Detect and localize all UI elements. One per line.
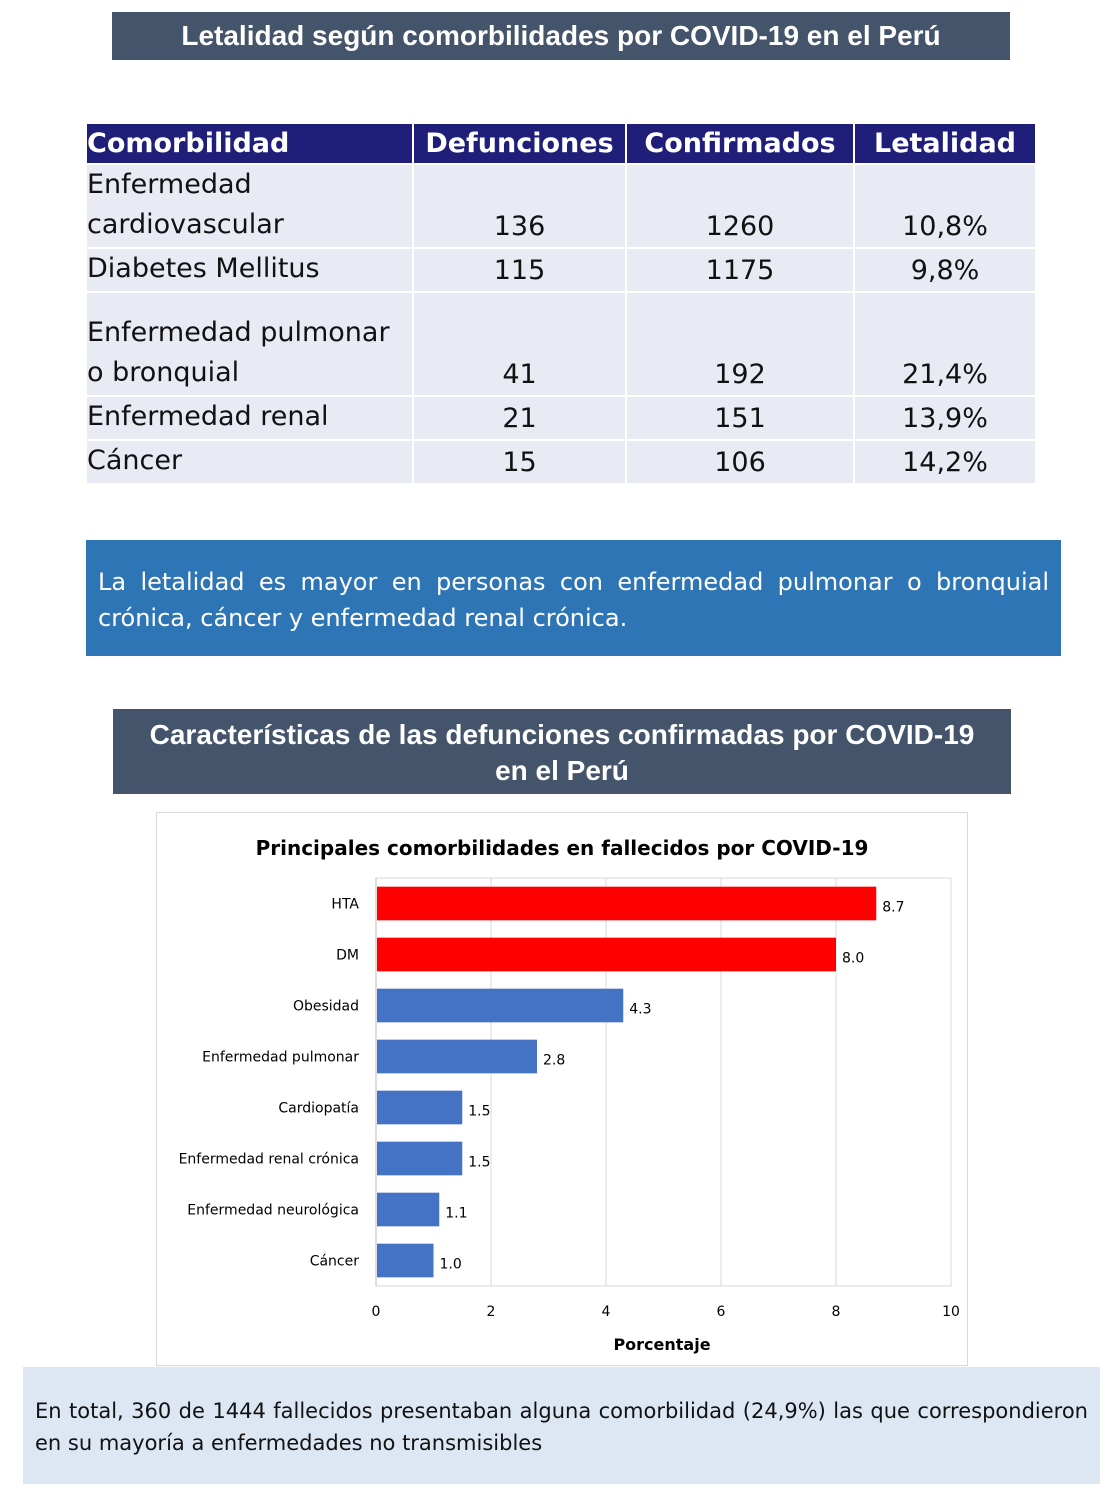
data-label: 1.5 [468,1155,490,1171]
x-tick-label: 6 [717,1304,726,1320]
table-header-row: Comorbilidad Defunciones Confirmados Let… [87,124,1035,164]
category-label: HTA [331,897,359,913]
header-confirmados: Confirmados [625,124,854,164]
category-label: Cáncer [310,1254,360,1270]
deaths-note: En total, 360 de 1444 fallecidos present… [23,1367,1100,1484]
category-label: Cardiopatía [278,1101,359,1117]
cell-comorbilidad: Enfermedad pulmonar o bronquial [87,291,413,396]
bar [377,886,877,921]
lethality-note: La letalidad es mayor en personas con en… [86,540,1061,656]
bar [377,1243,434,1278]
cell-defunciones: 136 [412,163,626,248]
deaths-section-title: Características de las defunciones confi… [113,709,1011,794]
bar [377,1141,463,1176]
cell-letalidad: 21,4% [853,291,1035,396]
bar [377,937,836,972]
bar [377,1090,463,1125]
cell-comorbilidad: Enfermedad renal [87,395,413,440]
header-defunciones: Defunciones [412,124,626,164]
table-section-title: Letalidad según comorbilidades por COVID… [112,12,1010,60]
cell-confirmados: 106 [625,439,854,483]
x-tick-label: 10 [942,1304,960,1320]
header-letalidad: Letalidad [853,124,1035,164]
data-label: 1.0 [440,1257,462,1273]
data-label: 2.8 [543,1053,565,1069]
header-comorbilidad: Comorbilidad [87,124,413,164]
cell-comorbilidad: Diabetes Mellitus [87,247,413,292]
bar [377,1192,440,1227]
cell-defunciones: 21 [412,395,626,440]
table-row: Enfermedad pulmonar o bronquial 41 192 21… [87,291,1035,396]
x-axis-title: Porcentaje [613,1335,710,1354]
cell-letalidad: 13,9% [853,395,1035,440]
category-label: Enfermedad pulmonar [202,1050,359,1066]
category-label: Enfermedad neurológica [187,1203,359,1219]
comorbidity-chart: Principales comorbilidades en fallecidos… [156,812,968,1366]
cell-confirmados: 192 [625,291,854,396]
x-tick-label: 0 [372,1304,381,1320]
table-row: Diabetes Mellitus 115 1175 9,8% [87,247,1035,292]
bar [377,1039,537,1074]
cell-letalidad: 10,8% [853,163,1035,248]
category-label: Obesidad [293,999,359,1015]
cell-confirmados: 1260 [625,163,854,248]
cell-defunciones: 41 [412,291,626,396]
category-label: DM [336,948,359,964]
lethality-table: Comorbilidad Defunciones Confirmados Let… [87,124,1035,483]
x-tick-label: 8 [832,1304,841,1320]
cell-comorbilidad: Enfermedad cardiovascular [87,163,413,248]
table-row: Cáncer 15 106 14,2% [87,439,1035,483]
table-row: Enfermedad renal 21 151 13,9% [87,395,1035,440]
cell-defunciones: 15 [412,439,626,483]
category-label: Enfermedad renal crónica [179,1152,359,1168]
cell-letalidad: 14,2% [853,439,1035,483]
chart-svg: Principales comorbilidades en fallecidos… [179,836,960,1354]
data-label: 1.5 [468,1104,490,1120]
cell-letalidad: 9,8% [853,247,1035,292]
cell-comorbilidad: Cáncer [87,439,413,483]
bar [377,988,624,1023]
table-row: Enfermedad cardiovascular 136 1260 10,8% [87,163,1035,248]
cell-confirmados: 1175 [625,247,854,292]
x-tick-label: 4 [602,1304,611,1320]
data-label: 8.7 [882,900,904,916]
data-label: 1.1 [445,1206,467,1222]
cell-confirmados: 151 [625,395,854,440]
x-tick-label: 2 [487,1304,496,1320]
data-label: 4.3 [629,1002,651,1018]
cell-defunciones: 115 [412,247,626,292]
chart-title: Principales comorbilidades en fallecidos… [256,836,869,860]
data-label: 8.0 [842,951,864,967]
